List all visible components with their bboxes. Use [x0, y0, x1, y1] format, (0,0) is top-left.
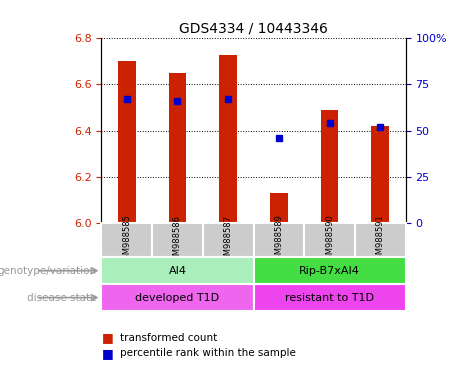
Text: GSM988585: GSM988585: [122, 215, 131, 265]
Bar: [254, 223, 304, 257]
Bar: [355, 223, 406, 257]
Text: developed T1D: developed T1D: [136, 293, 219, 303]
Text: GSM988586: GSM988586: [173, 215, 182, 265]
Bar: [270, 193, 288, 223]
Bar: [219, 55, 237, 223]
Text: genotype/variation: genotype/variation: [0, 266, 97, 276]
Text: GSM988591: GSM988591: [376, 215, 385, 265]
Text: transformed count: transformed count: [120, 333, 217, 343]
Bar: [254, 257, 406, 284]
Bar: [152, 223, 203, 257]
Text: ■: ■: [101, 347, 113, 360]
Text: ■: ■: [101, 331, 113, 344]
Bar: [101, 284, 254, 311]
Text: GSM988590: GSM988590: [325, 215, 334, 265]
Text: GSM988589: GSM988589: [274, 215, 284, 265]
Title: GDS4334 / 10443346: GDS4334 / 10443346: [179, 22, 328, 36]
Bar: [101, 223, 152, 257]
Bar: [169, 73, 186, 223]
Text: Rip-B7xAI4: Rip-B7xAI4: [299, 266, 360, 276]
Bar: [118, 61, 136, 223]
Text: GSM988587: GSM988587: [224, 215, 233, 265]
Bar: [304, 223, 355, 257]
Text: resistant to T1D: resistant to T1D: [285, 293, 374, 303]
Bar: [203, 223, 254, 257]
Text: AI4: AI4: [168, 266, 187, 276]
Bar: [254, 284, 406, 311]
Text: percentile rank within the sample: percentile rank within the sample: [120, 348, 296, 358]
Bar: [321, 110, 338, 223]
Text: disease state: disease state: [27, 293, 97, 303]
Bar: [101, 257, 254, 284]
Bar: [372, 126, 389, 223]
